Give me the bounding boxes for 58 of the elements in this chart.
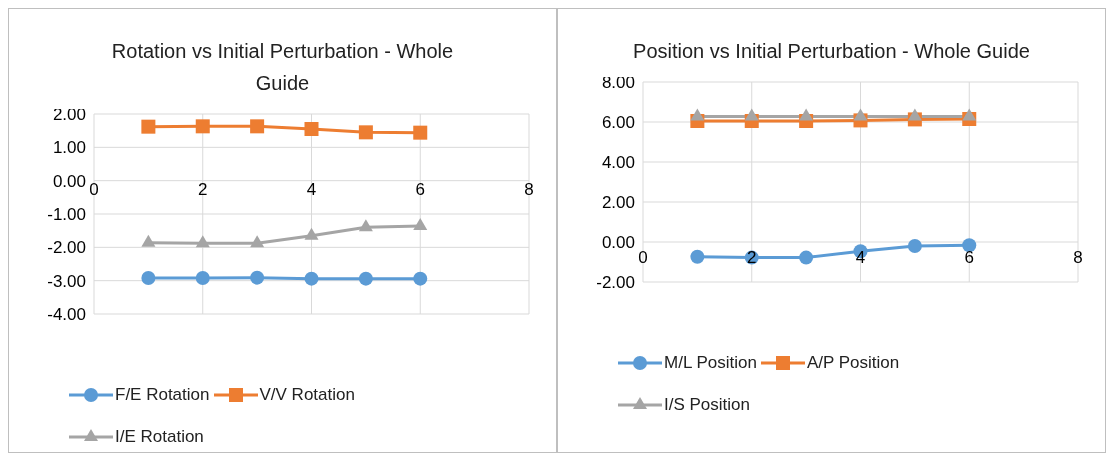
point bbox=[853, 108, 868, 121]
x-tick-label: 8 bbox=[524, 179, 534, 199]
point bbox=[907, 108, 922, 121]
point bbox=[358, 125, 373, 140]
y-tick-label: -2.00 bbox=[596, 273, 635, 293]
y-tick-label: -2.00 bbox=[47, 238, 86, 258]
legend-label: I/S Position bbox=[664, 394, 750, 416]
y-tick-label: 2.00 bbox=[52, 105, 86, 125]
y-tick-label: 8.00 bbox=[601, 73, 635, 93]
point bbox=[962, 238, 977, 253]
point bbox=[141, 234, 156, 247]
point bbox=[413, 218, 428, 230]
x-tick-label: 8 bbox=[1073, 248, 1083, 267]
point bbox=[690, 108, 705, 121]
chart-title: Position vs Initial Perturbation - Whole Guide bbox=[632, 39, 1031, 64]
x-tick-label: 4 bbox=[306, 179, 317, 199]
point bbox=[250, 235, 265, 248]
point bbox=[744, 108, 759, 121]
legend-label: F/E Rotation bbox=[115, 384, 210, 406]
x-tick-label: 2 bbox=[198, 179, 208, 199]
point bbox=[195, 271, 210, 285]
point bbox=[799, 250, 814, 265]
point bbox=[799, 108, 814, 121]
point bbox=[195, 235, 210, 248]
point bbox=[413, 271, 428, 286]
x-tick-label: 0 bbox=[89, 179, 99, 199]
legend-label: A/P Position bbox=[806, 352, 900, 374]
y-tick-label: -1.00 bbox=[47, 205, 86, 225]
point bbox=[690, 249, 705, 264]
point bbox=[358, 219, 373, 232]
y-tick-label: -3.00 bbox=[47, 271, 86, 291]
point bbox=[304, 122, 319, 136]
chart-title: Rotation vs Initial Perturbation - Whole Guide bbox=[110, 39, 455, 96]
point bbox=[141, 119, 156, 134]
point bbox=[907, 239, 922, 253]
y-tick-label: 2.00 bbox=[601, 193, 635, 213]
point bbox=[304, 227, 319, 240]
point bbox=[250, 119, 265, 134]
y-tick-label: 1.00 bbox=[52, 138, 86, 158]
x-tick-label: 6 bbox=[964, 248, 974, 267]
point bbox=[250, 270, 265, 285]
point bbox=[141, 271, 156, 285]
point bbox=[413, 125, 428, 140]
x-tick-label: 0 bbox=[638, 248, 648, 267]
y-tick-label: 4.00 bbox=[601, 153, 635, 173]
x-tick-label: 6 bbox=[415, 179, 425, 199]
y-tick-label: 0.00 bbox=[52, 171, 86, 191]
point bbox=[304, 271, 319, 286]
point bbox=[195, 119, 210, 134]
point bbox=[962, 108, 977, 121]
legend-label: M/L Position bbox=[664, 352, 757, 374]
x-tick-label: 2 bbox=[747, 248, 757, 267]
legend-label: V/V Rotation bbox=[259, 384, 355, 406]
y-tick-label: -4.00 bbox=[47, 305, 86, 325]
legend-label: I/E Rotation bbox=[115, 426, 204, 448]
y-tick-label: 0.00 bbox=[601, 233, 635, 253]
point bbox=[358, 271, 373, 286]
y-tick-label: 6.00 bbox=[601, 113, 635, 133]
